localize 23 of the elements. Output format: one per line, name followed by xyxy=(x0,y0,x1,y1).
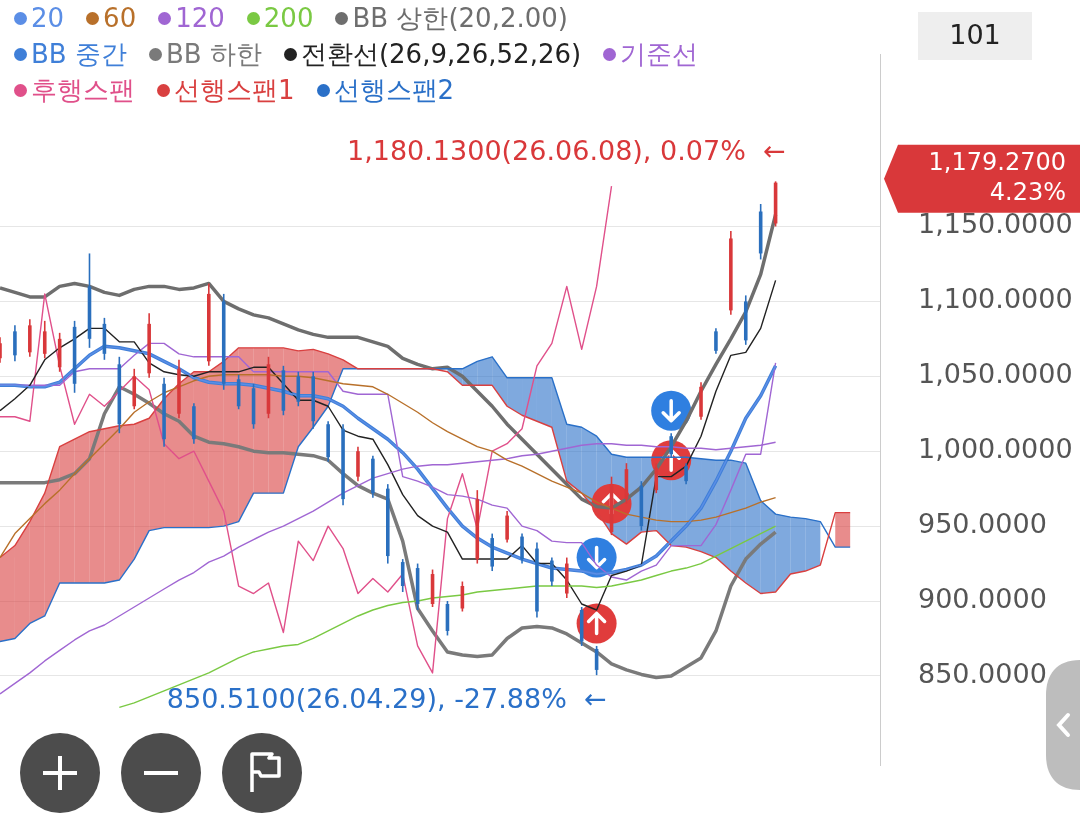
annotation: 850.5100(26.04.29), -27.88% ← xyxy=(166,683,607,715)
y-tick-label: 1,050.0000 xyxy=(918,358,1073,390)
y-tick-label: 1,150.0000 xyxy=(918,208,1073,240)
text: 101 xyxy=(949,19,1001,51)
y-tick-label: 900.0000 xyxy=(918,583,1047,615)
legend-label: 전환선(26,9,26,52,26) xyxy=(300,38,582,71)
legend-label: 120 xyxy=(175,2,225,35)
y-tick-label: 1,100.0000 xyxy=(918,283,1073,315)
legend-label: 기준선 xyxy=(620,38,699,71)
y-tick-label: 950.0000 xyxy=(918,508,1047,540)
legend-label: BB 상한(20,2.00) xyxy=(352,2,568,35)
legend-label: 선행스팬2 xyxy=(333,74,455,107)
text: 1,179.2700 4.23% xyxy=(928,147,1066,206)
legend-label: 60 xyxy=(103,2,137,35)
legend-label: 후행스팬 xyxy=(31,74,135,107)
y-tick-label: 850.0000 xyxy=(918,657,1047,689)
legend-label: 20 xyxy=(31,2,65,35)
legend-label: BB 중간 xyxy=(31,38,127,71)
legend-label: 200 xyxy=(263,2,314,35)
legend-label: 선행스팬1 xyxy=(174,74,295,107)
legend-label: BB 하한 xyxy=(165,38,262,71)
annotation: 1,180.1300(26.06.08), 0.07% ← xyxy=(346,135,786,167)
y-tick-label: 1,000.0000 xyxy=(918,433,1073,465)
